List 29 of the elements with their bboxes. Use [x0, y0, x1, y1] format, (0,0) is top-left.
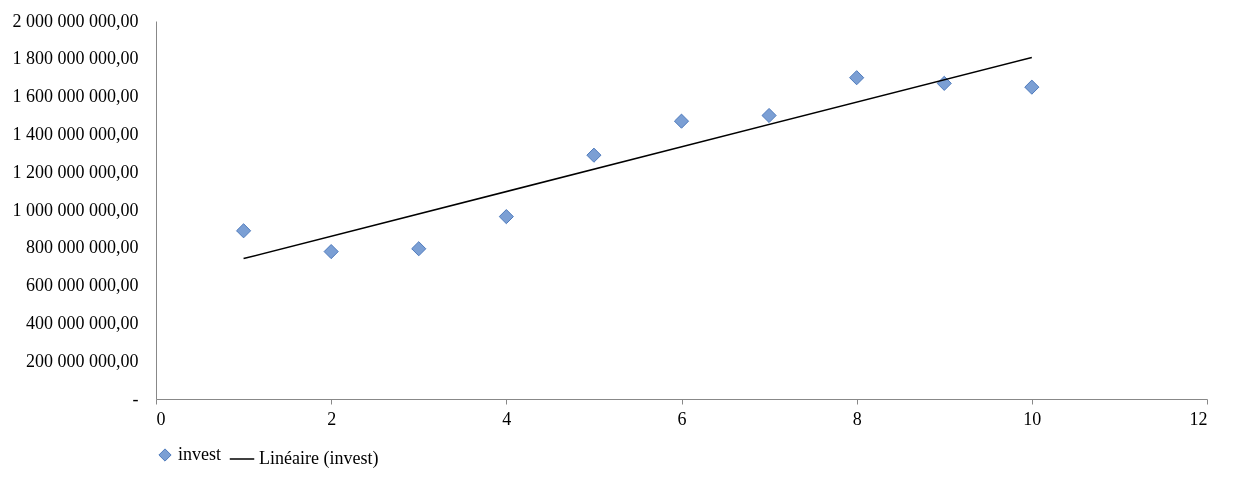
- point: [498, 209, 514, 225]
- y-tick-label: -: [132, 388, 139, 409]
- legend-label: Linéaire (invest): [259, 448, 379, 469]
- point: [1024, 79, 1040, 95]
- legend-label: invest: [178, 444, 221, 464]
- point: [673, 113, 690, 129]
- x-tick-label: 0: [156, 408, 166, 429]
- x-tick-label: 12: [1189, 408, 1208, 429]
- y-tick-label: 1 200 000 000,00: [12, 161, 139, 182]
- y-tick-label: 1 600 000 000,00: [12, 86, 139, 107]
- point: [586, 147, 602, 163]
- y-tick-label: 600 000 000,00: [26, 275, 139, 296]
- y-tick-label: 1 800 000 000,00: [12, 48, 139, 69]
- y-tick-label: 800 000 000,00: [26, 237, 139, 258]
- x-tick-label: 10: [1023, 408, 1042, 429]
- y-tick-label: 2 000 000 000,00: [12, 10, 139, 31]
- x-tick-label: 8: [852, 408, 862, 429]
- point: [236, 223, 252, 239]
- y-tick-label: 400 000 000,00: [26, 312, 139, 333]
- point: [761, 107, 777, 124]
- point: [323, 244, 339, 260]
- y-tick-label: 200 000 000,00: [26, 350, 139, 371]
- x-tick-label: 4: [502, 408, 512, 429]
- point: [849, 70, 865, 86]
- y-tick-label: 1 000 000 000,00: [12, 199, 139, 220]
- y-tick-label: 1 400 000 000,00: [12, 123, 139, 144]
- x-tick-label: 6: [677, 408, 687, 429]
- point: [411, 241, 427, 257]
- x-tick-label: 2: [327, 408, 337, 429]
